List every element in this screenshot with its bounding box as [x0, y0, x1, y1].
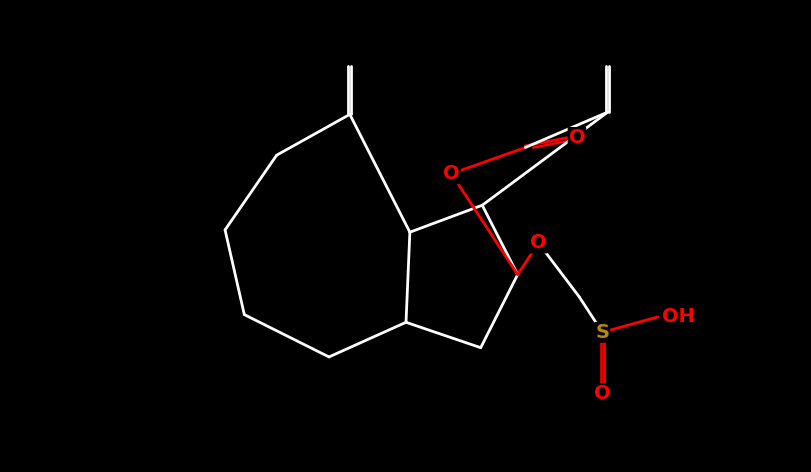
Text: OH: OH	[662, 307, 694, 327]
Text: O: O	[594, 384, 611, 404]
Text: O: O	[443, 164, 460, 183]
Text: O: O	[569, 128, 586, 147]
Text: S: S	[595, 323, 609, 342]
Text: O: O	[530, 234, 547, 253]
